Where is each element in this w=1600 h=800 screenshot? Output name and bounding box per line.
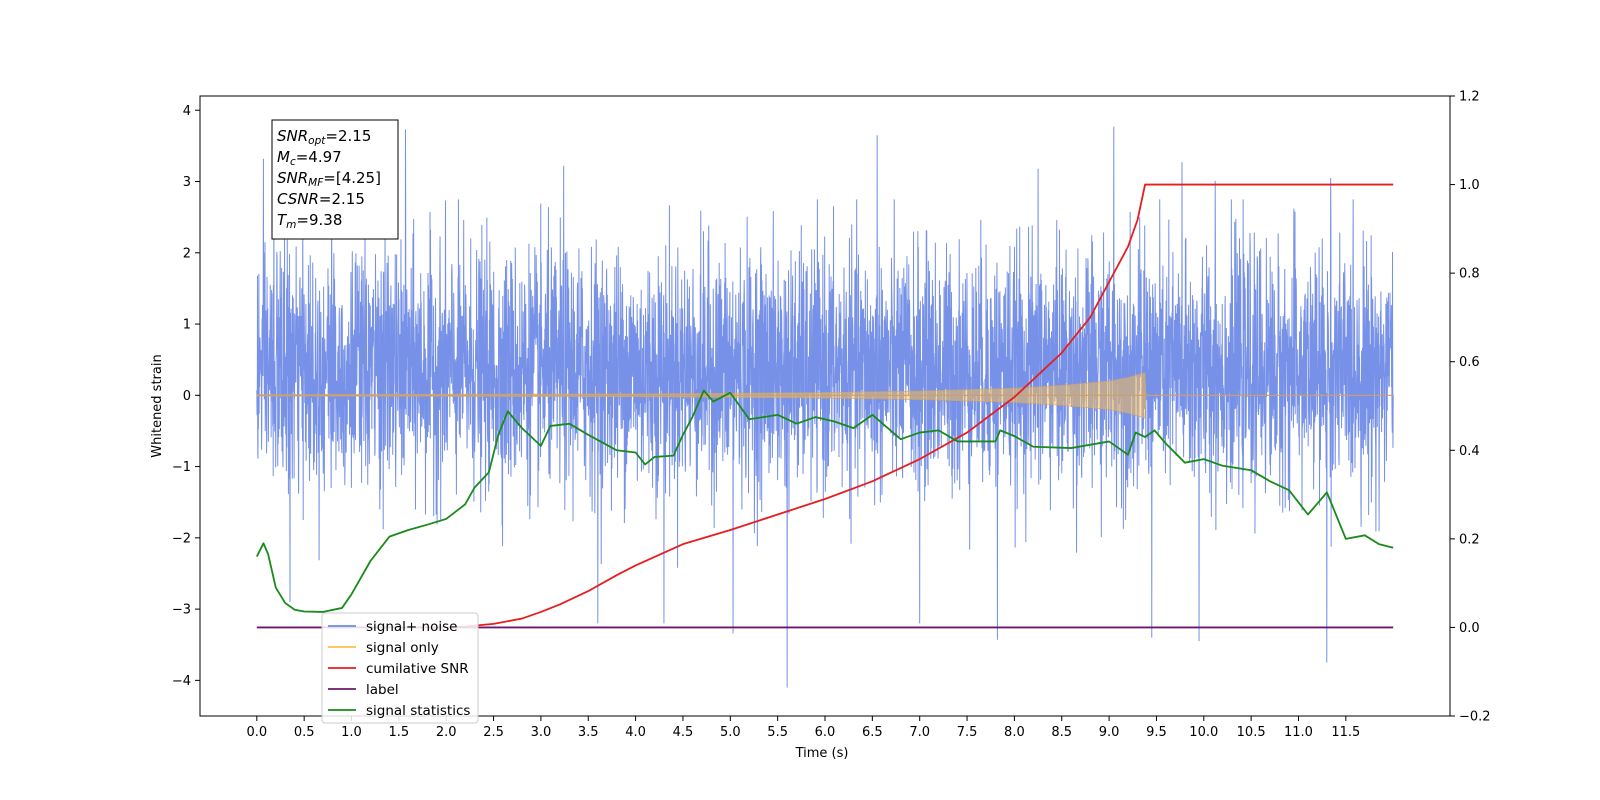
noise-trace [256,126,1394,688]
legend-label: signal only [366,640,439,656]
series-layer [256,126,1394,688]
cumilative-snr-line [446,183,1394,629]
x-tick-label: 10.0 [1189,725,1218,740]
legend-label: cumilative SNR [366,661,469,677]
y-tick-label: 3 [183,175,191,190]
annotation-line: SNRopt=2.15 [277,127,371,147]
x-tick-label: 5.5 [767,725,788,740]
x-tick-label: 7.5 [957,725,978,740]
y-axis-left: −4 −3 −2 −1 0 1 2 3 4 [172,104,200,689]
legend-item-label: label [328,682,399,698]
x-tick-label: 4.0 [625,725,646,740]
y-axis-right: −0.2 0.0 0.2 0.4 0.6 0.8 1.0 1.2 [1450,90,1491,725]
x-tick-label: 0.5 [294,725,315,740]
y-tick-label: −2 [172,531,191,546]
x-tick-label: 5.0 [720,725,741,740]
x-tick-label: 8.5 [1051,725,1072,740]
y2-tick-label: 0.2 [1459,532,1480,547]
y2-tick-label: 1.0 [1459,178,1480,193]
x-tick-label: 6.5 [862,725,883,740]
annotation-line: Tm=9.38 [277,211,342,231]
annotation-line: SNRMF=[4.25] [277,169,381,189]
y-tick-label: 0 [183,389,191,404]
annotation-line: CSNR=2.15 [277,190,365,208]
x-tick-label: 11.0 [1284,725,1313,740]
signal-statistics-line [256,389,1394,613]
legend: signal+ noise signal only cumilative SNR la… [321,612,479,724]
x-tick-label: 3.0 [531,725,552,740]
legend-item-signal-noise: signal+ noise [328,619,457,635]
x-tick-label: 2.5 [483,725,504,740]
x-tick-label: 8.0 [1004,725,1025,740]
annotation-line: Mc=4.97 [277,148,342,168]
series-cumilative-snr [446,183,1394,629]
x-tick-label: 4.5 [673,725,694,740]
legend-label: label [366,682,399,698]
annotation-frame [271,119,399,240]
x-tick-label: 9.5 [1146,725,1167,740]
x-tick-label: 3.5 [578,725,599,740]
x-axis-label: Time (s) [795,746,849,761]
legend-frame [321,612,479,724]
y-tick-label: 1 [183,318,191,333]
y2-tick-label: 0.4 [1459,444,1480,459]
series-signal-noise [256,126,1394,688]
legend-item-signal-statistics: signal statistics [328,703,470,719]
y-tick-label: −1 [172,460,191,475]
y-tick-label: −4 [172,674,191,689]
x-tick-label: 1.0 [341,725,362,740]
y2-tick-label: 0.0 [1459,621,1480,636]
legend-label: signal+ noise [366,619,457,635]
y2-tick-label: 0.6 [1459,355,1480,370]
x-tick-label: 7.0 [909,725,930,740]
series-signal-statistics [256,389,1394,613]
x-tick-label: 0.0 [246,725,267,740]
y-tick-label: 2 [183,246,191,261]
y-tick-label: 4 [183,104,191,119]
x-tick-label: 1.5 [389,725,410,740]
y2-tick-label: −0.2 [1459,710,1491,725]
legend-item-cumilative-snr: cumilative SNR [328,661,469,677]
x-tick-label: 11.5 [1331,725,1360,740]
x-tick-label: 6.0 [815,725,836,740]
y-tick-label: −3 [172,603,191,618]
x-tick-label: 2.0 [436,725,457,740]
y-axis-label: Whitened strain [150,354,165,457]
legend-label: signal statistics [366,703,470,719]
x-axis: 0.0 0.5 1.0 1.5 2.0 2.5 3.0 3.5 4.0 4.5 5.0 5.5 6.0 6… [246,716,1360,740]
y2-tick-label: 1.2 [1459,90,1480,105]
y2-tick-label: 0.8 [1459,267,1480,282]
series-signal-only [256,372,1394,419]
legend-item-signal-only: signal only [328,640,439,656]
x-tick-label: 10.5 [1237,725,1266,740]
x-tick-label: 9.0 [1099,725,1120,740]
